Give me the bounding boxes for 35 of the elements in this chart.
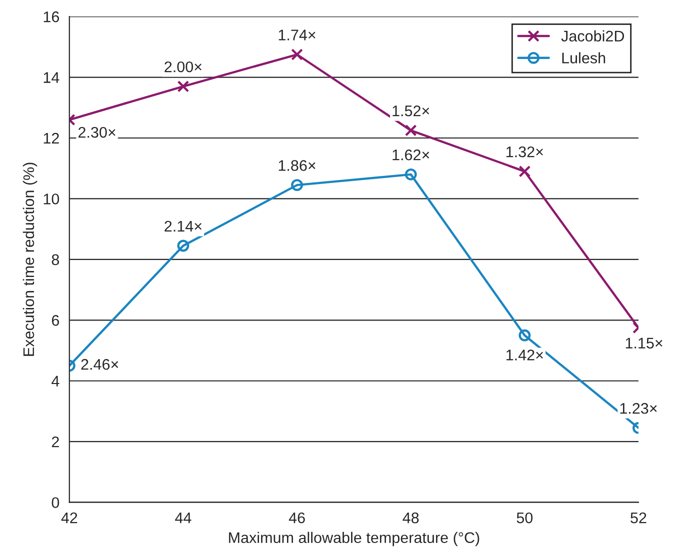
y-tick-label: 14 [44, 72, 60, 83]
point [291, 48, 304, 60]
annotation: 1.32× [506, 146, 543, 158]
point [404, 124, 417, 136]
x-tick-label: 50 [516, 512, 533, 524]
legend-label: Jacobi2D [561, 30, 624, 42]
y-tick-label: 6 [52, 315, 60, 326]
annotation: 2.00× [164, 61, 202, 72]
annotation: 1.62× [392, 149, 430, 160]
annotation: 1.86× [278, 160, 316, 171]
annotation: 1.23× [620, 402, 657, 414]
x-axis-title: Maximum allowable temperature (°C) [229, 532, 480, 546]
x-tick-label: 46 [288, 512, 305, 524]
y-axis-title: Execution time reduction (%) [22, 162, 38, 356]
annotation: 1.42× [506, 350, 543, 360]
x-tick-label: 42 [61, 512, 78, 524]
y-tick-label: 2 [52, 436, 59, 448]
y-tick-label: 16 [44, 11, 60, 22]
x-tick-label: 44 [175, 512, 192, 524]
annotation: 2.46× [81, 358, 118, 370]
x-tick-label: 48 [402, 512, 419, 524]
annotation: 1.52× [392, 105, 430, 116]
point [291, 179, 304, 192]
y-tick-label: 0 [52, 497, 60, 508]
point [404, 168, 417, 180]
y-tick-label: 10 [44, 194, 60, 204]
y-tick-label: 8 [52, 254, 60, 266]
annotation: 2.30× [78, 126, 116, 138]
legend-label: Lulesh [562, 52, 606, 64]
annotation: 1.15× [626, 338, 662, 349]
annotation: 2.14× [164, 220, 202, 232]
annotation: 1.74× [278, 30, 316, 40]
y-tick-label: 4 [52, 376, 60, 386]
x-tick-label: 52 [630, 512, 646, 524]
y-tick-label: 12 [44, 132, 59, 144]
